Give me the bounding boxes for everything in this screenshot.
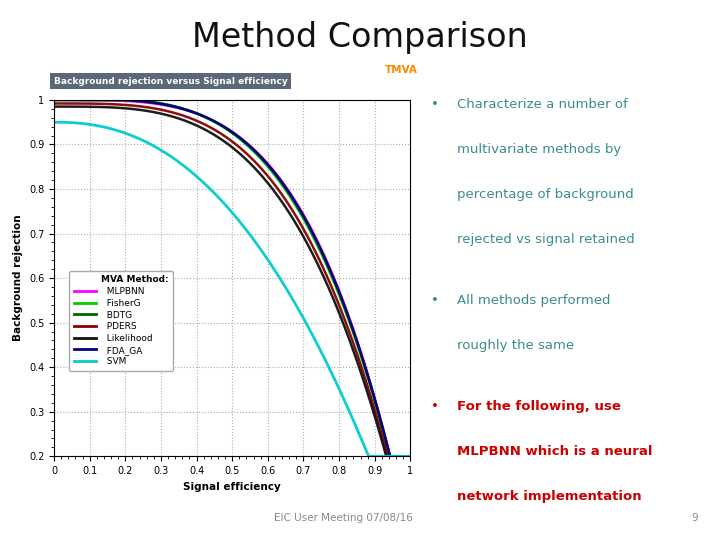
- Text: percentage of background: percentage of background: [456, 188, 634, 201]
- Text: EIC User Meeting 07/08/16: EIC User Meeting 07/08/16: [274, 512, 413, 523]
- Legend: MVA Method:,   MLPBNN,   FisherG,   BDTG,   PDERS,   Likelihood,   FDA_GA,   SVM: MVA Method:, MLPBNN, FisherG, BDTG, PDER…: [69, 271, 173, 371]
- X-axis label: Signal efficiency: Signal efficiency: [184, 482, 281, 491]
- Text: For the following, use: For the following, use: [456, 400, 621, 413]
- Text: All methods performed: All methods performed: [456, 294, 611, 307]
- Text: Background rejection versus Signal efficiency: Background rejection versus Signal effic…: [54, 77, 288, 86]
- Text: •: •: [431, 400, 439, 413]
- Text: multivariate methods by: multivariate methods by: [456, 143, 621, 156]
- Text: Method Comparison: Method Comparison: [192, 21, 528, 54]
- Text: roughly the same: roughly the same: [456, 339, 574, 352]
- Text: 9: 9: [692, 512, 698, 523]
- Text: network implementation: network implementation: [456, 490, 642, 503]
- Text: MLPBNN which is a neural: MLPBNN which is a neural: [456, 444, 652, 457]
- Text: rejected vs signal retained: rejected vs signal retained: [456, 233, 634, 246]
- Y-axis label: Background rejection: Background rejection: [14, 215, 23, 341]
- Text: TMVA: TMVA: [384, 65, 418, 75]
- Text: •: •: [431, 98, 439, 111]
- Text: Characterize a number of: Characterize a number of: [456, 98, 628, 111]
- Text: •: •: [431, 294, 439, 307]
